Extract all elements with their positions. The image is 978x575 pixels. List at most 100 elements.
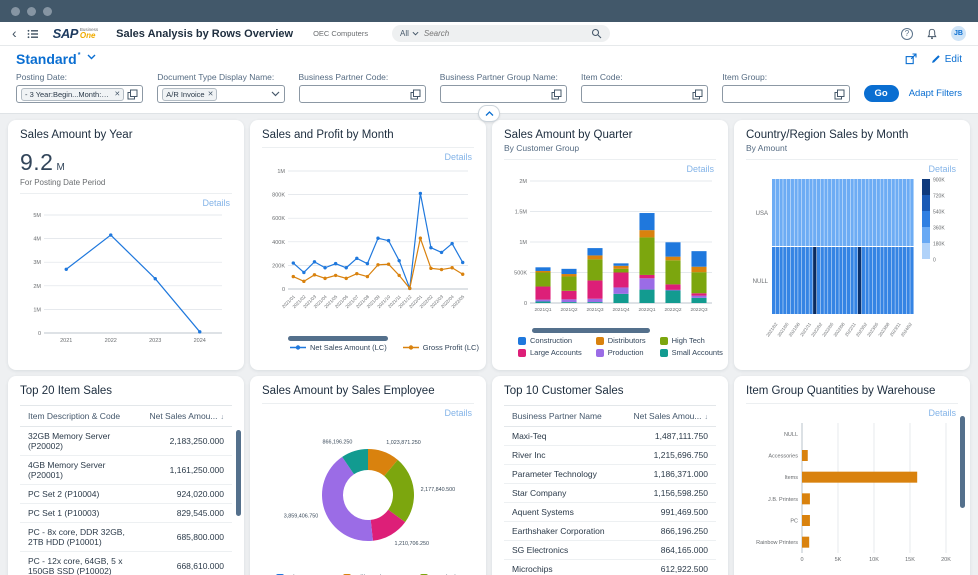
row-value: 612,922.500 [660, 564, 708, 574]
warehouse-quantities-bar-chart[interactable]: 0 5K 10K 15K 20K NULL Accessories Items J.B. Pri… [746, 419, 958, 571]
svg-text:1M: 1M [277, 169, 285, 175]
legend-item[interactable]: Construction [518, 336, 582, 345]
legend-item[interactable]: Bill Levine [343, 573, 405, 575]
window-titlebar [0, 0, 978, 22]
collapse-header-button[interactable] [478, 105, 500, 122]
table-row[interactable]: PC - 8x core, DDR 32GB, 2TB HDD (P10001)… [20, 523, 232, 552]
row-label: 4GB Memory Server (P20001) [28, 460, 106, 480]
menu-icon-glyph [27, 29, 38, 38]
logo-business-text: Business [79, 26, 99, 32]
variant-selector[interactable]: Standard * [16, 51, 96, 67]
column-header-sortable[interactable]: Net Sales Amou... ↓ [149, 411, 225, 421]
sap-business-one-logo: SAP Business One [53, 26, 99, 41]
details-link[interactable]: Details [686, 164, 714, 174]
bp-group-input[interactable] [439, 85, 567, 103]
chart-horizontal-scrollbar[interactable] [532, 328, 650, 333]
country-region-heatmap[interactable]: USANULL2021/022021/052021/082021/112022/… [746, 175, 960, 367]
legend-item[interactable]: Brad Thompson [419, 573, 485, 575]
row-value: 1,156,598.250 [653, 488, 708, 498]
window-control-dot[interactable] [27, 6, 36, 16]
item-group-input[interactable] [722, 85, 850, 103]
user-avatar[interactable]: JB [951, 26, 966, 41]
sales-employee-donut-chart[interactable]: 1,023,871.250 2,177,840.500 1,210,706.250 3… [262, 419, 474, 565]
posting-date-input[interactable]: - 3 Year:Begin...Month:End (1/1/2021...✕ [16, 85, 144, 103]
menu-icon[interactable] [27, 28, 39, 40]
table-row[interactable]: 32GB Memory Server (P20002) 2,183,250.000 [20, 427, 232, 456]
token-remove-icon[interactable]: ✕ [207, 91, 214, 98]
window-control-dot[interactable] [11, 6, 20, 16]
legend-item[interactable]: High Tech [659, 336, 723, 345]
help-icon[interactable]: ? [901, 27, 913, 40]
table-scrollbar[interactable] [236, 430, 241, 516]
sort-descending-icon[interactable]: ↓ [704, 414, 709, 421]
table-row[interactable]: 4GB Memory Server (P20001) 1,161,250.000 [20, 456, 232, 485]
column-header-sortable[interactable]: Net Sales Amou... ↓ [633, 411, 709, 421]
search-scope-dropdown[interactable]: All [400, 29, 419, 38]
card-sales-amount-by-year: Sales Amount by Year 9.2 M For Posting Da… [8, 120, 244, 370]
svg-text:900K: 900K [933, 178, 945, 184]
item-code-input[interactable] [581, 85, 709, 103]
chart-horizontal-scrollbar[interactable] [288, 336, 388, 341]
sort-descending-icon[interactable]: ↓ [220, 414, 225, 421]
legend-item[interactable]: Small Accounts [659, 348, 723, 357]
legend-item[interactable]: Net Sales Amount (LC) [290, 343, 387, 352]
details-link[interactable]: Details [928, 164, 956, 174]
sales-profit-line-chart[interactable]: 0200K400K600K800K1M2021/012021/022021/03… [262, 163, 474, 331]
chart-vertical-scrollbar[interactable] [960, 416, 965, 508]
table-row[interactable]: Parameter Technology 1,186,371.000 [504, 465, 716, 484]
notifications-bell-icon[interactable] [926, 28, 938, 40]
back-button[interactable]: ‹ [12, 24, 17, 41]
legend-item[interactable]: Large Accounts [518, 348, 582, 357]
svg-text:2024/02: 2024/02 [900, 321, 914, 337]
svg-text:1M: 1M [519, 240, 527, 246]
adapt-filters-link[interactable]: Adapt Filters [908, 88, 963, 99]
sales-by-year-line-chart[interactable]: 0 1M 2M 3M 4M 5M 2021 2022 2023 2024 [20, 209, 232, 351]
table-row[interactable]: Maxi-Teq 1,487,111.750 [504, 427, 716, 446]
value-help-icon[interactable] [410, 89, 421, 100]
details-link[interactable]: Details [202, 198, 230, 208]
table-row[interactable]: PC - 12x core, 64GB, 5 x 150GB SSD (P100… [20, 552, 232, 575]
global-search[interactable]: All [392, 25, 610, 42]
table-row[interactable]: River Inc 1,215,696.750 [504, 446, 716, 465]
column-header[interactable]: Item Description & Code [28, 411, 121, 421]
value-help-icon[interactable] [834, 89, 845, 100]
go-button[interactable]: Go [863, 85, 899, 102]
table-row[interactable]: PC Set 1 (P10003) 829,545.000 [20, 504, 232, 523]
svg-text:20K: 20K [941, 557, 951, 563]
row-value: 866,196.250 [660, 526, 708, 536]
card-title: Country/Region Sales by Month [746, 129, 909, 141]
chevron-down-icon[interactable] [271, 91, 280, 97]
search-icon[interactable] [591, 28, 602, 39]
filter-label: Posting Date: [16, 72, 68, 82]
table-row[interactable]: PC Set 2 (P10004) 924,020.000 [20, 485, 232, 504]
table-row[interactable]: Star Company 1,156,598.250 [504, 484, 716, 503]
svg-text:500K: 500K [514, 271, 527, 277]
search-input[interactable] [423, 29, 586, 38]
bp-code-input[interactable] [298, 85, 426, 103]
window-control-dot[interactable] [43, 6, 52, 16]
row-value: 1,161,250.000 [169, 465, 224, 475]
value-help-icon[interactable] [127, 89, 138, 100]
details-link[interactable]: Details [444, 408, 472, 418]
share-icon[interactable] [905, 53, 917, 65]
token-remove-icon[interactable]: ✕ [114, 91, 121, 98]
legend-item[interactable]: Production [595, 348, 646, 357]
svg-text:540K: 540K [933, 210, 945, 216]
details-link[interactable]: Details [444, 152, 472, 162]
value-help-icon[interactable] [692, 89, 703, 100]
column-header[interactable]: Business Partner Name [512, 411, 602, 421]
legend-item[interactable]: Alex Mann [276, 573, 329, 575]
legend-item[interactable]: Gross Profit (LC) [402, 343, 479, 352]
table-row[interactable]: Microchips 612,922.500 [504, 560, 716, 575]
value-help-icon[interactable] [551, 89, 562, 100]
sales-quarter-stacked-bar-chart[interactable]: 0 500K 1M 1.5M 2M 2021Q1 2021Q2 2021Q3 2021Q4 202… [504, 175, 716, 323]
details-link[interactable]: Details [928, 408, 956, 418]
legend-item[interactable]: Distributors [595, 336, 646, 345]
table-row[interactable]: Earthshaker Corporation 866,196.250 [504, 522, 716, 541]
svg-text:720K: 720K [933, 194, 945, 200]
table-row[interactable]: SG Electronics 864,165.000 [504, 541, 716, 560]
document-type-input[interactable]: A/R Invoice ✕ [157, 85, 285, 103]
table-row[interactable]: Aquent Systems 991,469.500 [504, 503, 716, 522]
edit-button[interactable]: Edit [931, 54, 962, 65]
filter-token: - 3 Year:Begin...Month:End (1/1/2021...✕ [21, 87, 125, 101]
